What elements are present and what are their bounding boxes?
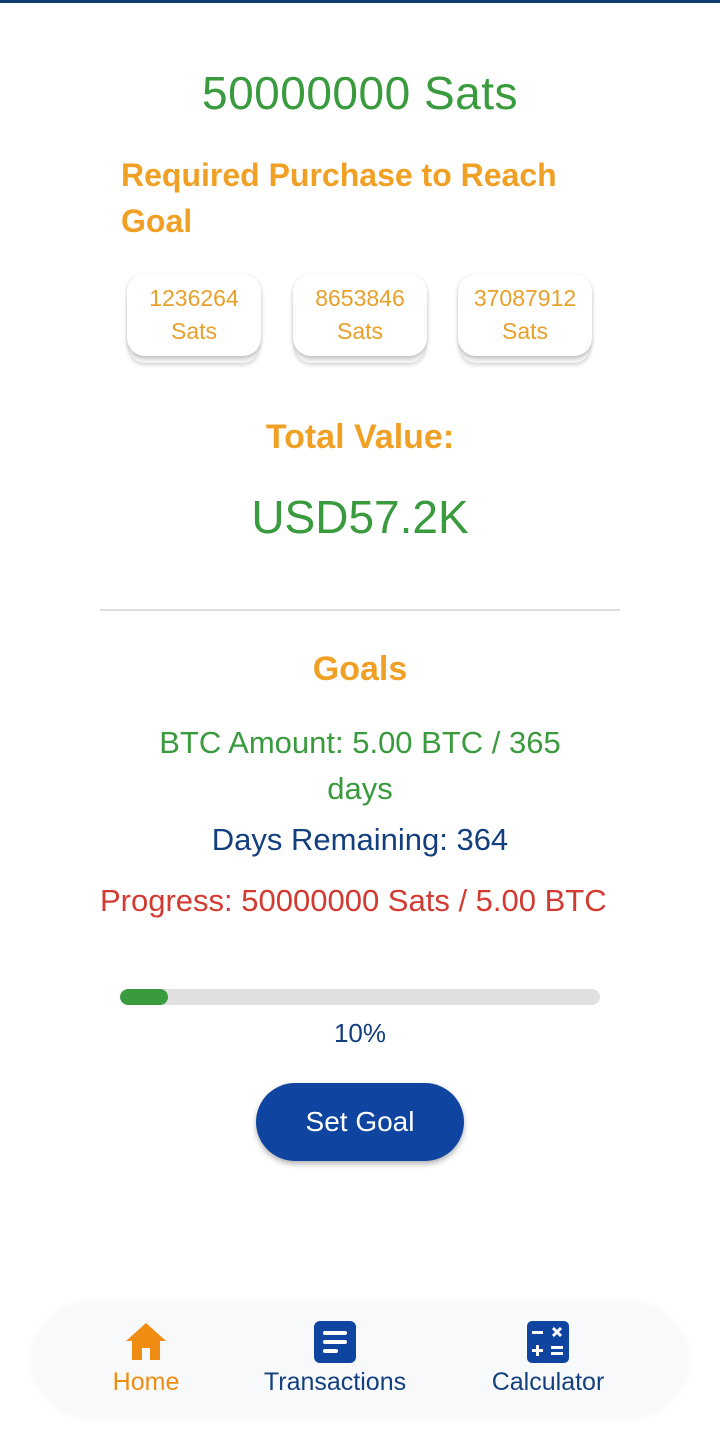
purchase-option-amount: 1236264 — [149, 285, 239, 311]
total-sats-display: 50000000 Sats — [202, 67, 518, 119]
nav-label-calculator: Calculator — [491, 1368, 605, 1396]
nav-label-transactions: Transactions — [263, 1368, 407, 1396]
document-icon — [314, 1321, 356, 1363]
bottom-navigation: Home Transactions Calculator — [32, 1302, 688, 1418]
goal-progress-bar — [120, 989, 600, 1005]
top-accent-line — [0, 0, 720, 3]
goal-progress-fill — [120, 989, 168, 1005]
purchase-option-chip[interactable]: 37087912 Sats — [458, 274, 592, 356]
total-value-label: Total Value: — [265, 418, 455, 456]
purchase-option-chip[interactable]: 1236264 Sats — [127, 274, 261, 356]
goal-progress-percent: 10% — [333, 1018, 387, 1048]
purchase-option-amount: 37087912 — [473, 285, 577, 311]
set-goal-button[interactable]: Set Goal — [256, 1083, 464, 1161]
goals-heading: Goals — [312, 650, 408, 688]
nav-item-transactions[interactable]: Transactions — [254, 1320, 416, 1397]
nav-item-calculator[interactable]: Calculator — [480, 1320, 616, 1397]
total-value-amount: USD57.2K — [251, 491, 469, 543]
purchase-option-chip[interactable]: 8653846 Sats — [293, 274, 427, 356]
goal-days-remaining: Days Remaining: 364 — [211, 822, 509, 857]
purchase-option-unit: Sats — [336, 318, 384, 344]
section-divider — [100, 609, 620, 611]
purchase-option-unit: Sats — [170, 318, 218, 344]
purchase-options: 1236264 Sats 8653846 Sats 37087912 Sats — [0, 274, 720, 374]
required-purchase-heading: Required Purchase to Reach Goal — [121, 157, 557, 239]
purchase-option-unit: Sats — [501, 318, 549, 344]
goal-btc-amount: BTC Amount: 5.00 BTC / 365 days — [159, 725, 561, 806]
home-icon — [126, 1323, 166, 1360]
goal-progress-text: Progress: 50000000 Sats / 5.00 BTC — [100, 883, 607, 918]
calculator-icon — [527, 1321, 569, 1363]
nav-label-home: Home — [112, 1368, 180, 1396]
purchase-option-amount: 8653846 — [315, 285, 405, 311]
nav-item-home[interactable]: Home — [92, 1320, 200, 1397]
